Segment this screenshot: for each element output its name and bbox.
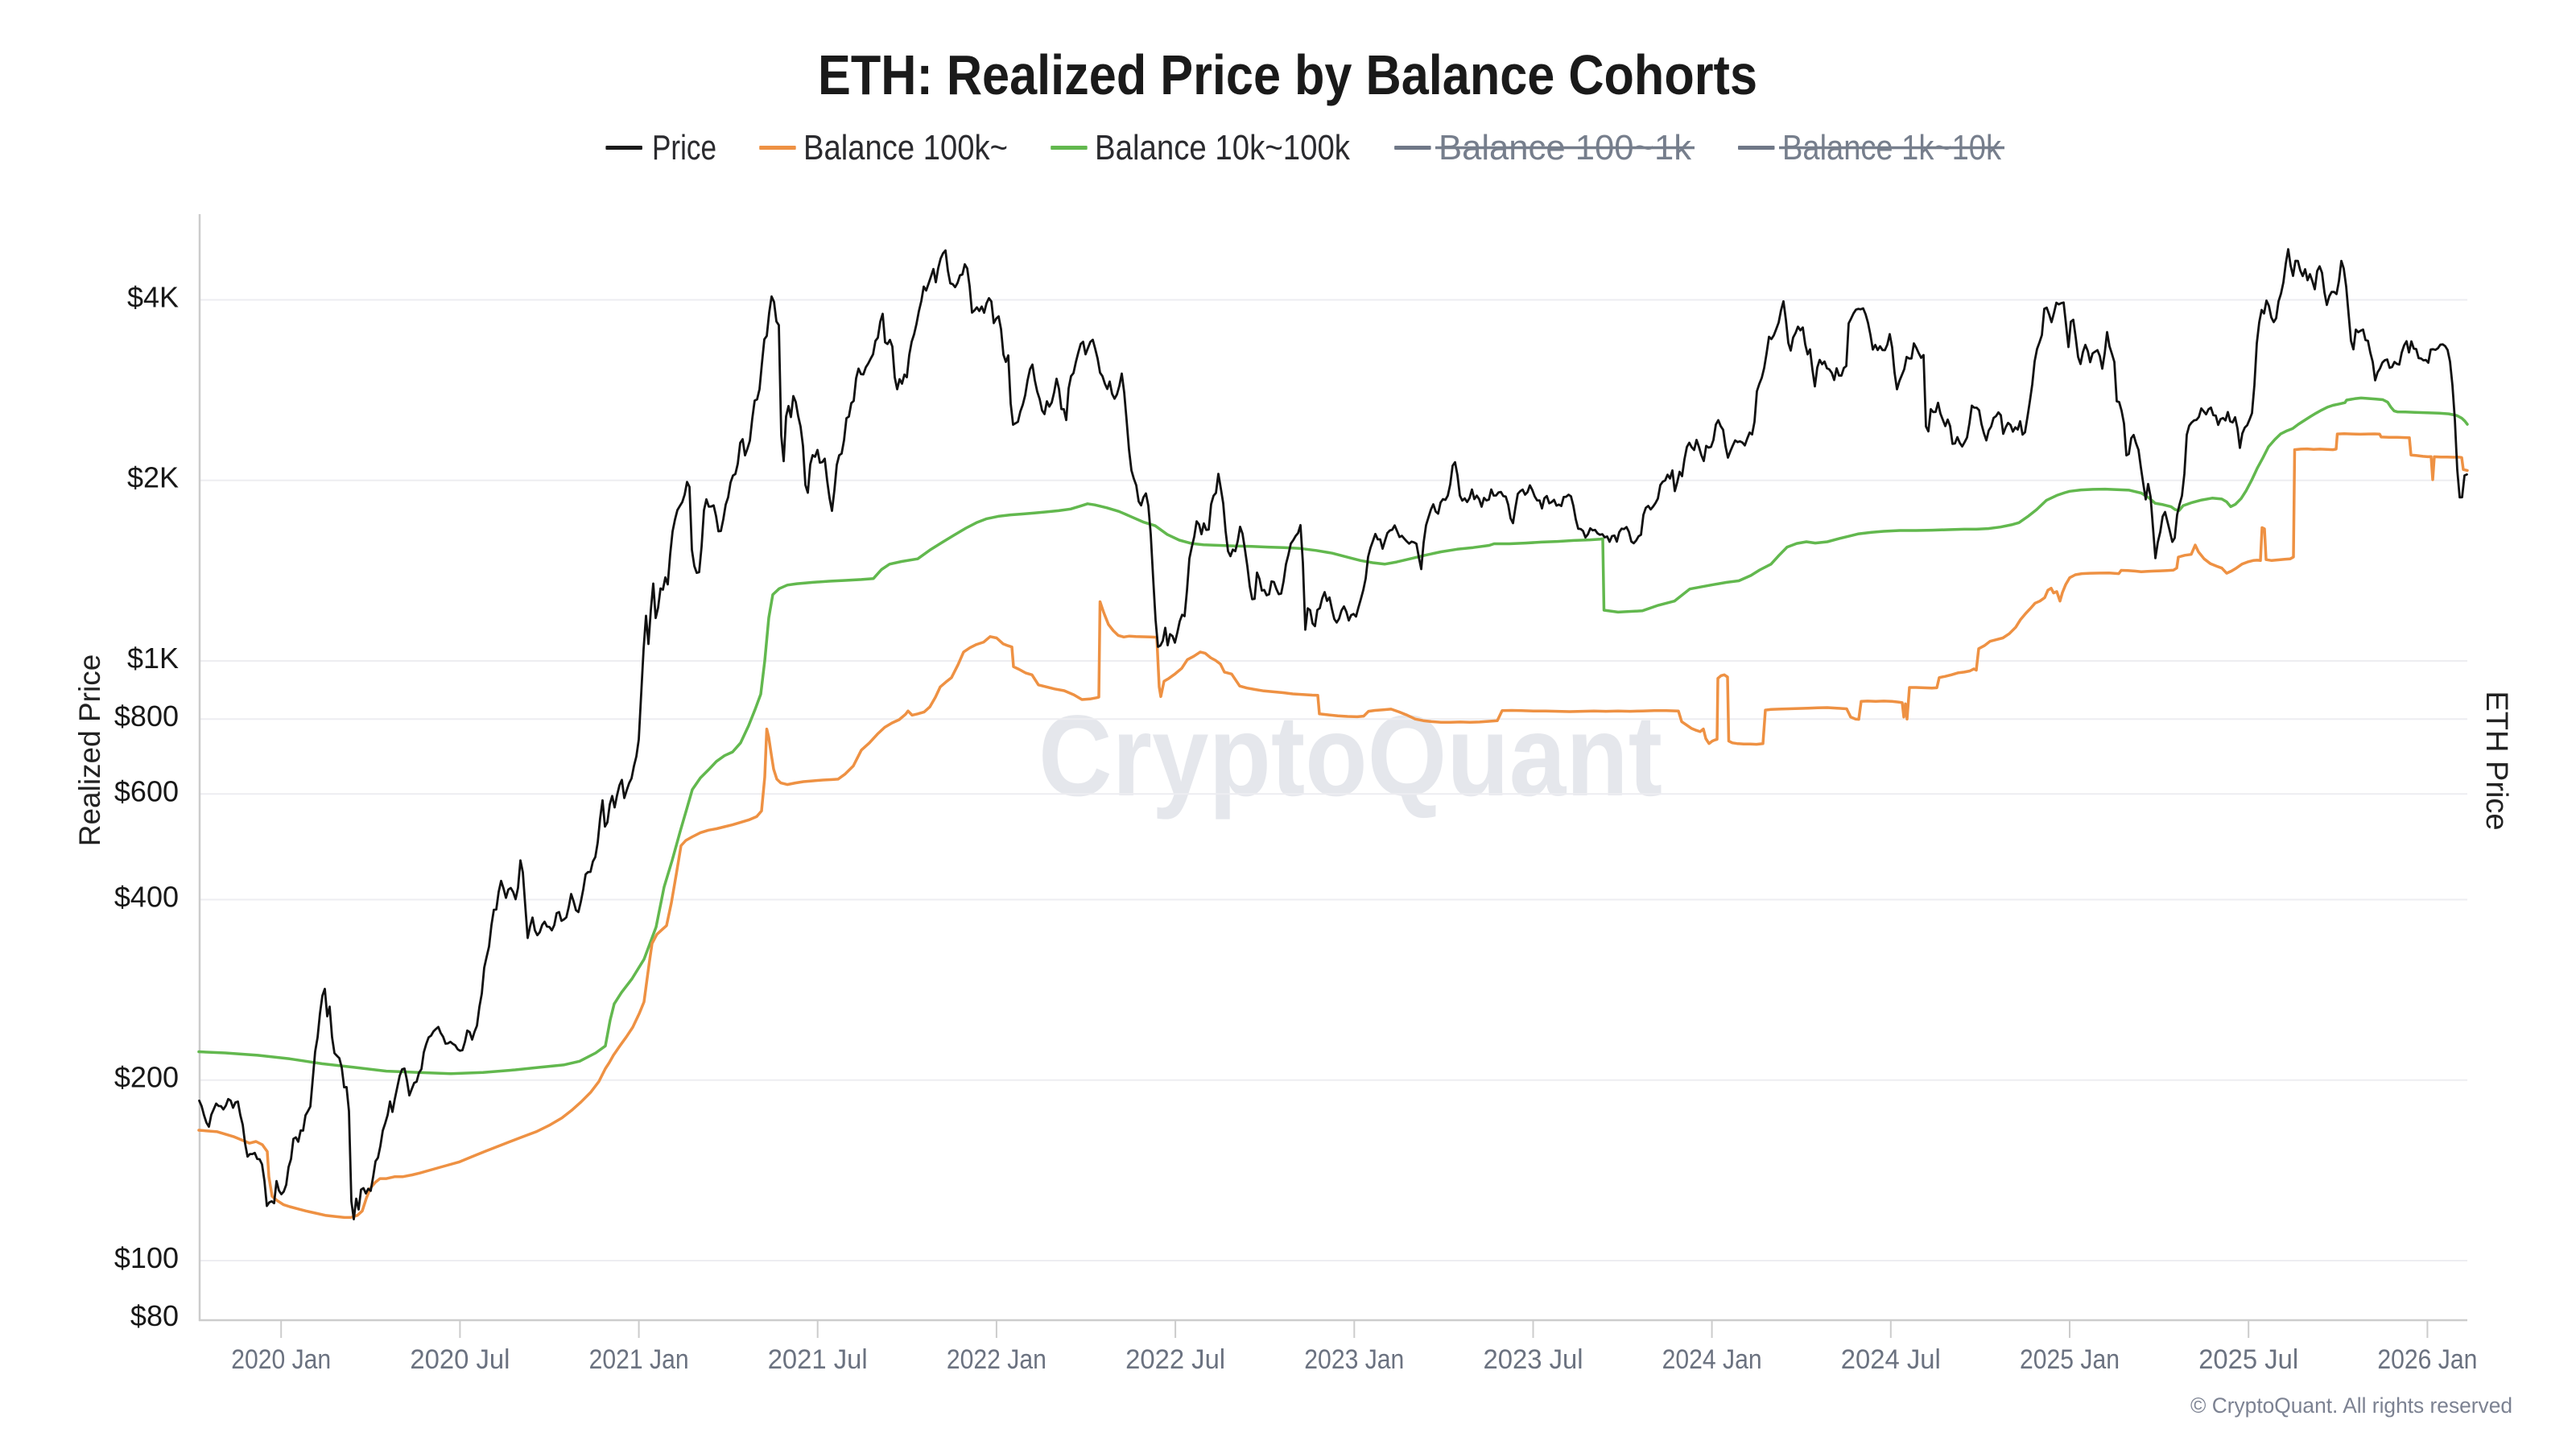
svg-text:2023 Jul: 2023 Jul bbox=[1484, 1344, 1583, 1375]
svg-text:$2K: $2K bbox=[127, 461, 179, 494]
svg-text:$800: $800 bbox=[114, 700, 179, 733]
svg-text:2025 Jan: 2025 Jan bbox=[2020, 1344, 2120, 1375]
svg-text:2026 Jan: 2026 Jan bbox=[2377, 1344, 2477, 1375]
svg-text:2023 Jan: 2023 Jan bbox=[1304, 1344, 1404, 1375]
svg-text:2024 Jan: 2024 Jan bbox=[1662, 1344, 1762, 1375]
svg-text:2025 Jul: 2025 Jul bbox=[2198, 1344, 2298, 1375]
svg-text:Price: Price bbox=[652, 128, 716, 167]
svg-text:2022 Jan: 2022 Jan bbox=[947, 1344, 1046, 1375]
svg-text:2022 Jul: 2022 Jul bbox=[1125, 1344, 1225, 1375]
svg-text:$200: $200 bbox=[114, 1061, 179, 1094]
svg-text:Balance 10k~100k: Balance 10k~100k bbox=[1095, 128, 1351, 167]
svg-text:Realized Price: Realized Price bbox=[73, 654, 106, 847]
svg-text:$400: $400 bbox=[114, 881, 179, 914]
svg-text:2021 Jan: 2021 Jan bbox=[589, 1344, 689, 1375]
svg-text:$1K: $1K bbox=[127, 642, 179, 675]
svg-text:$4K: $4K bbox=[127, 281, 179, 314]
svg-text:CryptoQuant: CryptoQuant bbox=[1038, 692, 1662, 820]
svg-text:$600: $600 bbox=[114, 774, 179, 807]
svg-text:2020 Jul: 2020 Jul bbox=[410, 1344, 510, 1375]
svg-text:2020 Jan: 2020 Jan bbox=[231, 1344, 331, 1375]
svg-text:© CryptoQuant. All rights rese: © CryptoQuant. All rights reserved bbox=[2190, 1393, 2512, 1418]
svg-text:2024 Jul: 2024 Jul bbox=[1841, 1344, 1941, 1375]
svg-text:$80: $80 bbox=[130, 1299, 179, 1332]
svg-text:$100: $100 bbox=[114, 1241, 179, 1274]
svg-text:ETH: Realized Price by Balance: ETH: Realized Price by Balance Cohorts bbox=[818, 43, 1757, 106]
svg-text:2021 Jul: 2021 Jul bbox=[768, 1344, 868, 1375]
svg-text:Balance 100k~: Balance 100k~ bbox=[803, 128, 1008, 167]
svg-text:ETH Price: ETH Price bbox=[2479, 691, 2513, 830]
